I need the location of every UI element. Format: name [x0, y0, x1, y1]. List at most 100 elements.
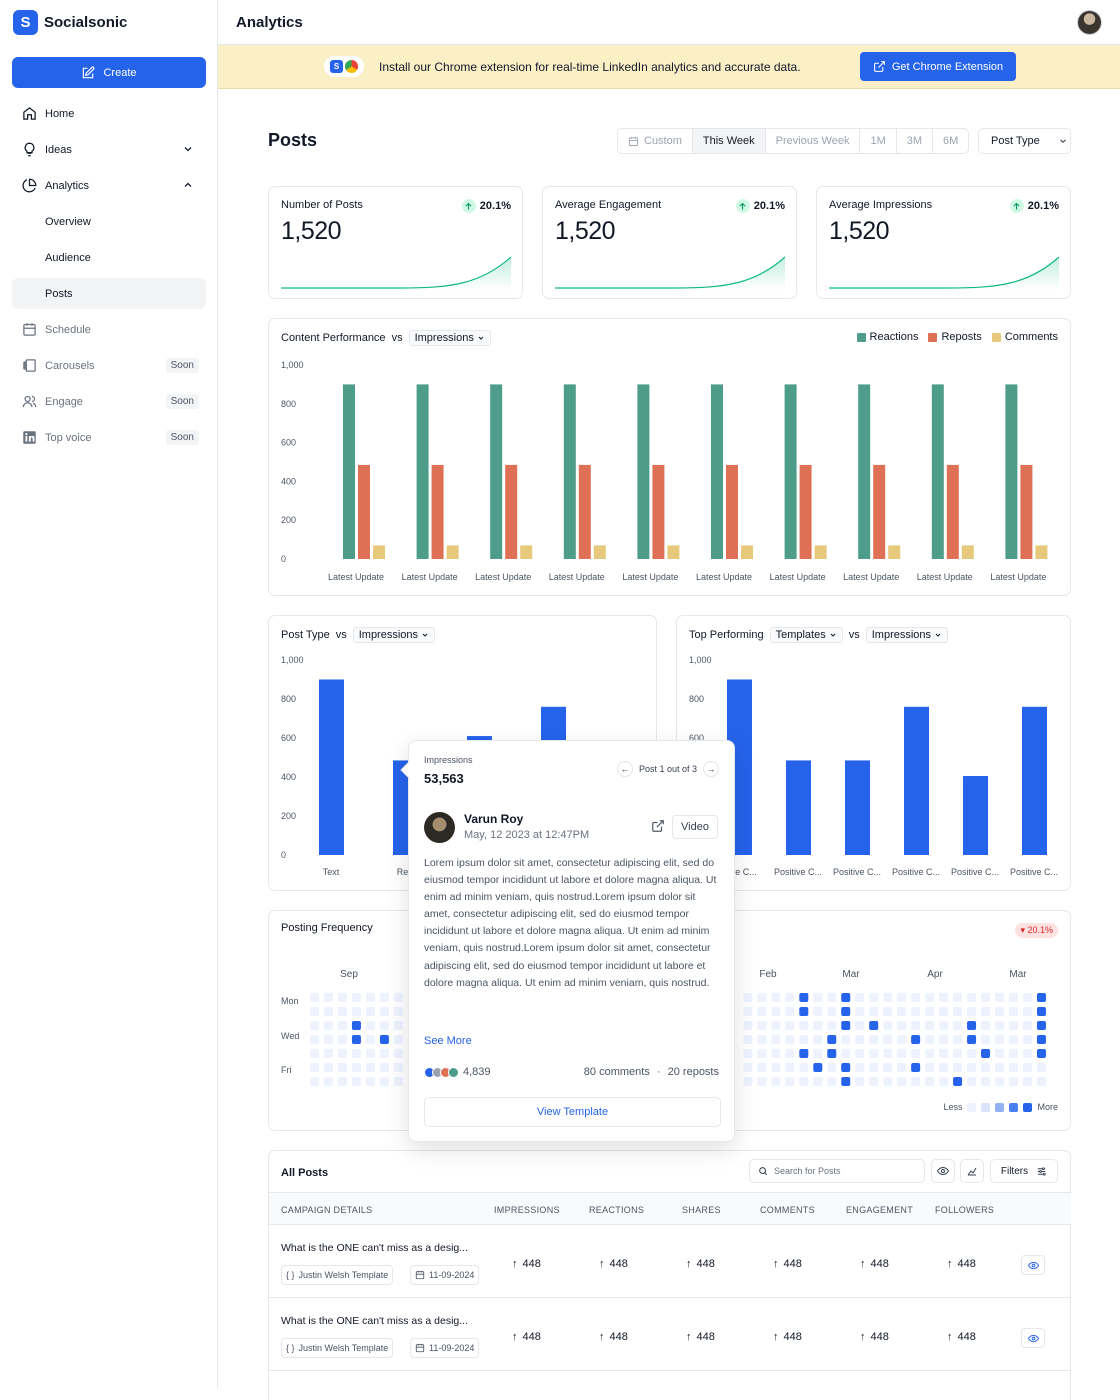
- heatmap-cell: [799, 1007, 809, 1016]
- heatmap-cell: [827, 1077, 837, 1086]
- next-post-button[interactable]: →: [703, 761, 719, 777]
- group-dropdown[interactable]: Templates: [769, 627, 843, 643]
- heatmap-cell: [939, 1049, 949, 1058]
- sidebar-item-analytics[interactable]: Analytics: [12, 170, 206, 201]
- post-title[interactable]: What is the ONE can't miss as a desig...: [281, 1242, 468, 1254]
- stat-change: 20.1%: [461, 199, 511, 213]
- column-header[interactable]: SHARES: [682, 1205, 721, 1215]
- heatmap-cell: [771, 1021, 781, 1030]
- x-tick-label: Latest Update: [549, 572, 605, 582]
- chevron-up-icon[interactable]: [182, 179, 194, 191]
- soon-badge: Soon: [165, 394, 199, 409]
- view-template-button[interactable]: View Template: [424, 1097, 721, 1127]
- y-tick-label: 0: [281, 850, 286, 860]
- author-name: Varun Roy: [464, 812, 524, 826]
- external-link-icon[interactable]: [651, 819, 665, 833]
- content-performance-chart: 0 200 400 600 800 1,000 Latest Update Latest Up…: [281, 360, 1048, 582]
- sidebar-item-audience[interactable]: Audience: [12, 242, 206, 273]
- stat-value: 1,520: [829, 217, 890, 245]
- eye-icon: [1027, 1261, 1039, 1269]
- brand-logo[interactable]: S Socialsonic: [13, 10, 127, 35]
- range-1m[interactable]: 1M: [860, 129, 897, 153]
- range-6m[interactable]: 6M: [933, 129, 968, 153]
- sidebar-item-engage[interactable]: Engage Soon: [12, 386, 206, 417]
- sidebar-item-carousels[interactable]: Carousels Soon: [12, 350, 206, 381]
- carousel-icon: [22, 358, 37, 373]
- metric-dropdown[interactable]: Impressions: [865, 627, 949, 643]
- sparkline: [281, 256, 512, 290]
- view-post-button[interactable]: [1021, 1328, 1045, 1348]
- popover-caret: [400, 761, 410, 779]
- get-chrome-extension-button[interactable]: Get Chrome Extension: [860, 52, 1016, 81]
- reactions-value: ↑ 448: [599, 1258, 628, 1270]
- comments-value: ↑ 448: [773, 1331, 802, 1343]
- heatmap-cell: [337, 1021, 347, 1030]
- post-preview-popover: Impressions 53,563 ← Post 1 out of 3 → V…: [400, 740, 735, 1142]
- bar-comments: [593, 545, 606, 559]
- chrome-icon: [345, 60, 358, 73]
- sidebar-item-schedule[interactable]: Schedule: [12, 314, 206, 345]
- heatmap-cell: [911, 1049, 921, 1058]
- table-row[interactable]: What is the ONE can't miss as a desig...…: [269, 1225, 1071, 1298]
- search-posts-input[interactable]: Search for Posts: [749, 1159, 925, 1183]
- bar-reposts: [946, 464, 959, 559]
- metric-dropdown[interactable]: Impressions: [352, 627, 436, 643]
- sidebar-item-home[interactable]: Home: [12, 98, 206, 129]
- column-header[interactable]: FOLLOWERS: [935, 1205, 995, 1215]
- range-custom[interactable]: Custom: [618, 129, 693, 153]
- y-tick-label: 200: [281, 811, 296, 821]
- range-previous-week[interactable]: Previous Week: [766, 129, 861, 153]
- column-header[interactable]: IMPRESSIONS: [494, 1205, 560, 1215]
- sidebar-item-top-voice[interactable]: Top voice Soon: [12, 422, 206, 453]
- sidebar-item-label: Posts: [45, 287, 73, 300]
- heatmap-cell: [813, 1021, 823, 1030]
- arrow-up-icon: [1009, 199, 1024, 213]
- sidebar-item-overview[interactable]: Overview: [12, 206, 206, 237]
- metric-dropdown[interactable]: Impressions: [408, 330, 491, 346]
- template-chip[interactable]: { } Justin Welsh Template: [281, 1265, 394, 1285]
- column-header[interactable]: COMMENTS: [760, 1205, 815, 1215]
- calendar-icon: [628, 136, 639, 146]
- view-post-button[interactable]: [1021, 1255, 1045, 1275]
- sort-button[interactable]: [960, 1159, 984, 1183]
- see-more-link[interactable]: See More: [424, 1035, 472, 1047]
- post-type-dropdown[interactable]: Post Type: [978, 128, 1071, 154]
- legend-more: More: [1037, 1102, 1058, 1112]
- template-chip[interactable]: { } Justin Welsh Template: [281, 1338, 394, 1358]
- bar-reactions: [931, 384, 944, 559]
- stat-label: Average Engagement: [555, 199, 662, 211]
- range-label: This Week: [702, 135, 755, 147]
- heatmap-cell: [925, 1035, 935, 1044]
- month-label: Feb: [759, 969, 777, 980]
- heatmap-cell: [939, 993, 949, 1002]
- cell-value: 448: [870, 1258, 889, 1270]
- column-header[interactable]: CAMPAIGN DETAILS: [281, 1205, 373, 1215]
- table-row[interactable]: What is the ONE can't miss as a desig...…: [269, 1298, 1071, 1371]
- sidebar-item-ideas[interactable]: Ideas: [12, 134, 206, 165]
- column-header[interactable]: ENGAGEMENT: [846, 1205, 914, 1215]
- filters-button[interactable]: Filters: [990, 1159, 1058, 1183]
- chart-header: Content Performance vs Impressions: [281, 330, 491, 346]
- sidebar-item-label: Overview: [45, 215, 91, 228]
- create-button[interactable]: Create: [12, 57, 206, 88]
- heatmap-cell: [310, 993, 319, 1002]
- sidebar-item-posts[interactable]: Posts: [12, 278, 206, 309]
- range-this-week[interactable]: This Week: [692, 129, 766, 153]
- heatmap-cell: [967, 1035, 977, 1044]
- stat-value: 1,520: [555, 217, 616, 245]
- banner-text: Install our Chrome extension for real-ti…: [379, 60, 801, 74]
- user-avatar[interactable]: [1077, 10, 1102, 35]
- month-label: Mar: [1009, 969, 1027, 980]
- bar-reposts: [578, 464, 591, 559]
- range-3m[interactable]: 3M: [897, 129, 934, 153]
- column-header[interactable]: REACTIONS: [589, 1205, 645, 1215]
- heatmap-cell: [393, 1063, 403, 1072]
- heatmap-cell: [841, 1063, 851, 1072]
- post-title[interactable]: What is the ONE can't miss as a desig...: [281, 1315, 468, 1327]
- previous-post-button[interactable]: ←: [616, 761, 633, 777]
- chevron-down-icon[interactable]: [182, 143, 194, 155]
- heatmap-cell: [813, 1049, 823, 1058]
- cell-value: 448: [957, 1258, 976, 1270]
- view-toggle-button[interactable]: [931, 1159, 955, 1183]
- heatmap-cell: [995, 1049, 1005, 1058]
